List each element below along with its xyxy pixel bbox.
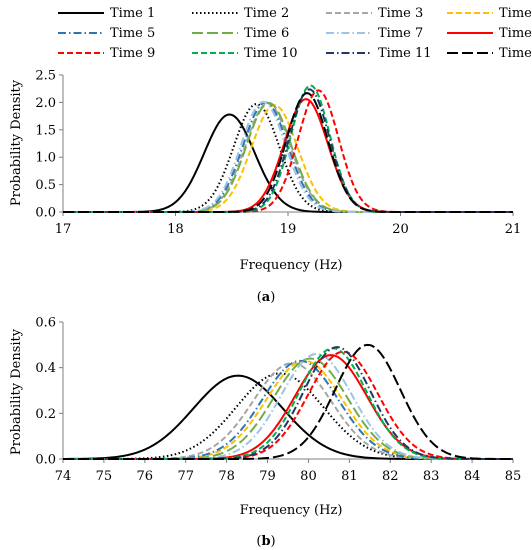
y-tick-label: 0.0 [35, 206, 56, 221]
x-tick-label: 17 [55, 222, 72, 237]
caption-b: (b) [256, 534, 275, 549]
x-axis-title-a: Frequency (Hz) [240, 258, 343, 273]
y-axis-title-a: Probability Density [9, 79, 24, 206]
legend-item: Time 5 [58, 26, 155, 41]
series-line-time-1 [62, 374, 513, 460]
y-tick-label: 0.5 [35, 178, 56, 193]
legend-item: Time 10 [192, 46, 298, 61]
curves-b [62, 343, 513, 460]
x-tick-label: 79 [259, 469, 276, 484]
legend-item: Time 2 [192, 6, 289, 21]
series-line-time-9 [63, 89, 513, 213]
legend-label: Time 6 [244, 26, 289, 41]
x-tick-label: 76 [137, 469, 154, 484]
series-line-time-10 [63, 84, 513, 213]
series-line-time-7 [63, 100, 513, 213]
legend-label: Time 7 [378, 26, 423, 41]
legend-label: Time 10 [244, 46, 298, 61]
x-tick-label: 83 [423, 469, 440, 484]
legend-item: Time 4 [447, 6, 532, 21]
y-axis-title-b: Probability Density [9, 328, 24, 455]
x-tick-label: 20 [392, 222, 409, 237]
legend-label: Time 8 [499, 26, 532, 41]
x-tick-label: 81 [341, 469, 358, 484]
series-line-time-12 [63, 343, 513, 460]
legend-label: Time 3 [378, 6, 423, 21]
curves-a [63, 84, 513, 213]
legend-label: Time 1 [110, 6, 155, 21]
legend-label: Time 12 [499, 46, 532, 61]
series-line-time-5 [63, 359, 513, 460]
legend-label: Time 11 [378, 46, 432, 61]
x-tick-label: 74 [55, 469, 72, 484]
axes-a: 17 18 19 20 21 0.0 0.5 1.0 1.5 2.0 2.5 [35, 69, 521, 238]
x-tick-label: 80 [300, 469, 317, 484]
x-tick-label: 21 [505, 222, 522, 237]
series-line-time-2 [63, 103, 513, 213]
x-tick-label: 84 [464, 469, 481, 484]
series-line-time-11 [63, 346, 513, 460]
chart-panel-a: 17 18 19 20 21 0.0 0.5 1.0 1.5 2.0 2.5 Probability… [9, 69, 521, 306]
y-tick-label: 0.0 [35, 453, 56, 468]
chart-panel-b: 74 75 76 77 78 79 80 81 82 83 84 85 0.0 0.2 0.4 0.6 Pro… [9, 316, 521, 550]
y-tick-label: 2.5 [35, 69, 56, 84]
series-line-time-3 [63, 102, 513, 213]
legend-item: Time 3 [326, 6, 423, 21]
x-axis-title-b: Frequency (Hz) [240, 503, 343, 518]
series-line-time-6 [63, 102, 513, 213]
y-tick-label: 1.5 [35, 123, 56, 138]
legend-item: Time 8 [447, 26, 532, 41]
series-line-time-4 [63, 104, 513, 213]
legend-label: Time 9 [110, 46, 155, 61]
y-tick-label: 1.0 [35, 151, 56, 166]
x-tick-label: 82 [382, 469, 399, 484]
x-tick-label: 18 [167, 222, 184, 237]
legend-label: Time 2 [244, 6, 289, 21]
legend: Time 1 Time 2 Time 3 Time 4 Time 5 Time 6 Time… [58, 6, 532, 61]
legend-item: Time 6 [192, 26, 289, 41]
legend-item: Time 9 [58, 46, 155, 61]
y-tick-label: 0.2 [35, 407, 56, 422]
y-tick-label: 0.4 [35, 361, 56, 376]
y-tick-label: 2.0 [35, 96, 56, 111]
series-line-time-8 [63, 98, 513, 213]
y-tick-label: 0.6 [35, 316, 56, 331]
x-tick-label: 85 [505, 469, 522, 484]
legend-item: Time 1 [58, 6, 155, 21]
legend-label: Time 5 [110, 26, 155, 41]
x-tick-label: 75 [96, 469, 113, 484]
series-line-time-2 [63, 372, 513, 460]
legend-item: Time 11 [326, 46, 432, 61]
legend-item: Time 7 [326, 26, 423, 41]
series-line-time-9 [63, 350, 513, 460]
legend-label: Time 4 [499, 6, 532, 21]
axes-b: 74 75 76 77 78 79 80 81 82 83 84 85 0.0 0.2 0.4 0.6 [35, 316, 521, 485]
x-tick-label: 78 [218, 469, 235, 484]
caption-a: (a) [257, 290, 276, 305]
legend-item: Time 12 [447, 46, 532, 61]
series-line-time-11 [63, 88, 513, 213]
x-tick-label: 77 [177, 469, 194, 484]
series-line-time-5 [63, 101, 513, 213]
series-line-time-3 [63, 362, 513, 460]
series-line-time-12 [63, 92, 513, 213]
x-tick-label: 19 [280, 222, 297, 237]
